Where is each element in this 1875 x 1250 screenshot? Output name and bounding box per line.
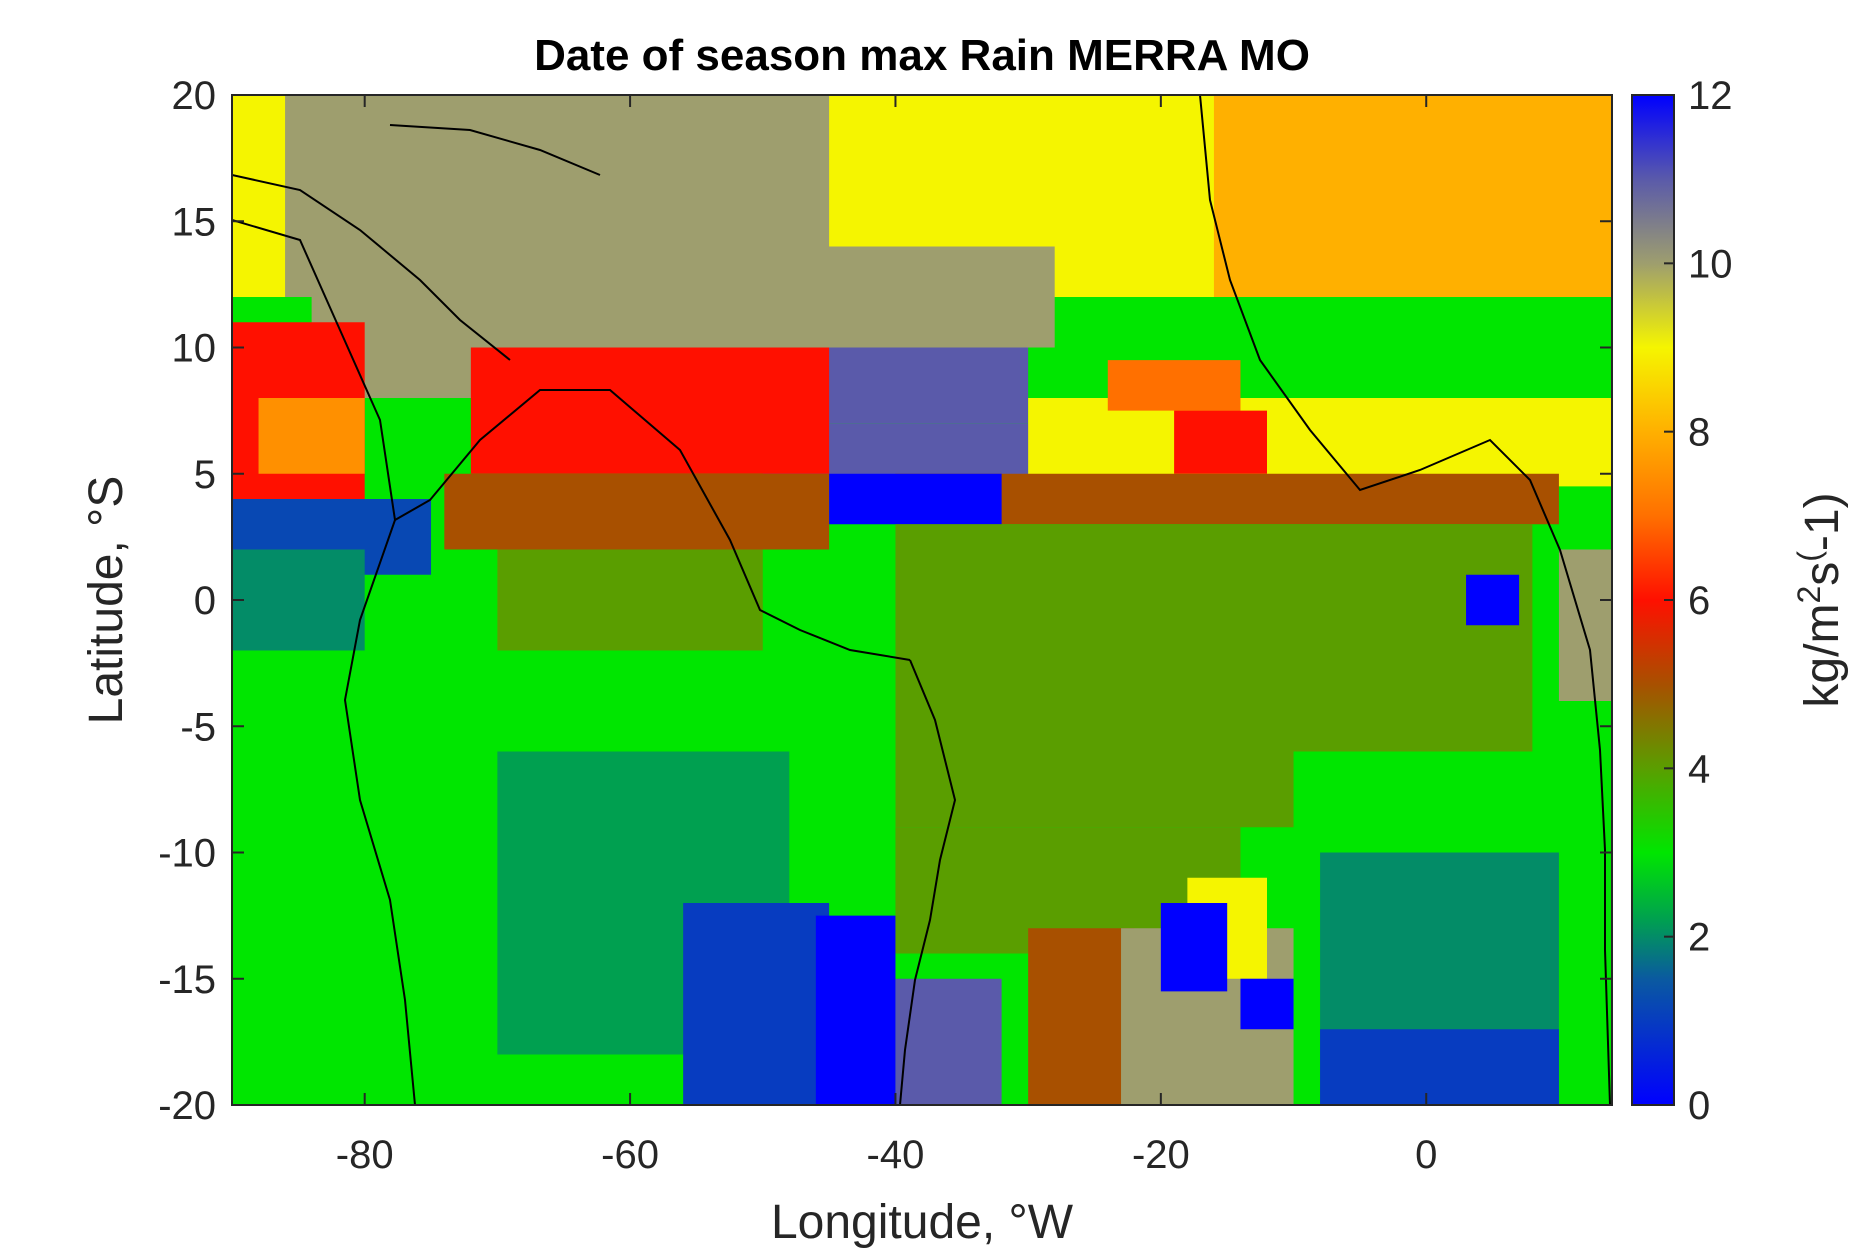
x-axis: -80 -60 -40 -20 0 — [336, 95, 1437, 1177]
brazil-east-coast — [899, 659, 957, 1105]
y-tick-label: 20 — [172, 74, 217, 118]
chart-title: Date of season max Rain MERRA MO — [534, 31, 1310, 80]
colorbar-ticks: 12 10 8 6 4 2 0 — [1664, 74, 1733, 1128]
colorbar-tick-label: 4 — [1688, 747, 1710, 791]
x-tick-label: -20 — [1132, 1133, 1190, 1177]
africa-west-coast — [1199, 95, 1611, 1105]
data-regions — [232, 95, 1612, 1105]
caribbean-islands — [389, 124, 601, 176]
y-tick-label: -10 — [158, 832, 216, 876]
colorbar-tick-label: 12 — [1688, 74, 1733, 118]
colorbar-label-unit: kg/m — [1796, 604, 1849, 708]
data-region-27 — [895, 978, 1002, 1105]
y-tick-label: 0 — [194, 579, 216, 623]
colorbar-label-paren: ( — [1791, 551, 1827, 562]
y-tick-label: -20 — [158, 1084, 216, 1128]
x-axis-label: Longitude, °W — [771, 1196, 1074, 1249]
south-america-north-coast — [394, 389, 911, 661]
data-region-10 — [1174, 410, 1267, 474]
colorbar-label-tail: -1) — [1796, 492, 1849, 551]
y-axis: 20 15 10 5 0 -5 -10 -15 -20 — [158, 74, 1612, 1128]
data-region-11 — [470, 347, 830, 474]
colorbar-label-sup: 2 — [1791, 586, 1827, 604]
coastline-outline — [232, 95, 1611, 1105]
data-region-34 — [1320, 1029, 1559, 1105]
data-region-35 — [1466, 574, 1520, 626]
data-region-13 — [258, 398, 365, 474]
data-region-26 — [1028, 928, 1135, 1105]
colorbar-tick-label: 0 — [1688, 1084, 1710, 1128]
colorbar-label: kg/m2s(-1) — [1791, 492, 1849, 707]
colorbar-label-s: s — [1796, 562, 1849, 586]
x-tick-label: -60 — [601, 1133, 659, 1177]
colorbar: 12 10 8 6 4 2 0 — [1631, 74, 1733, 1128]
plot-area — [232, 95, 1612, 1105]
data-region-9 — [1107, 360, 1241, 411]
colorbar-tick-label: 6 — [1688, 579, 1710, 623]
colorbar-tick-label: 8 — [1688, 411, 1710, 455]
x-tick-label: -80 — [336, 1133, 394, 1177]
data-region-16 — [829, 473, 1002, 525]
central-america-coast — [232, 174, 511, 361]
colorbar-tick-label: 2 — [1688, 916, 1710, 960]
data-region-31 — [1240, 978, 1294, 1030]
south-america-west-coast — [232, 219, 416, 1105]
colorbar-tick-label: 10 — [1688, 242, 1733, 286]
data-region-30 — [1160, 903, 1228, 992]
y-axis-label: Latitude, °S — [80, 476, 133, 725]
data-region-15 — [895, 473, 1559, 525]
y-tick-label: 10 — [172, 327, 217, 371]
x-tick-label: -40 — [867, 1133, 925, 1177]
data-region-23 — [683, 903, 830, 1105]
y-tick-label: -5 — [180, 705, 216, 749]
data-region-19 — [497, 549, 763, 651]
data-region-5 — [630, 246, 1055, 348]
x-tick-label: 0 — [1415, 1133, 1437, 1177]
y-tick-label: -15 — [158, 958, 216, 1002]
data-region-32 — [1293, 751, 1612, 853]
data-region-14 — [444, 473, 830, 550]
data-region-24 — [815, 915, 896, 1105]
y-tick-label: 15 — [172, 200, 217, 244]
y-tick-label: 5 — [194, 453, 216, 497]
